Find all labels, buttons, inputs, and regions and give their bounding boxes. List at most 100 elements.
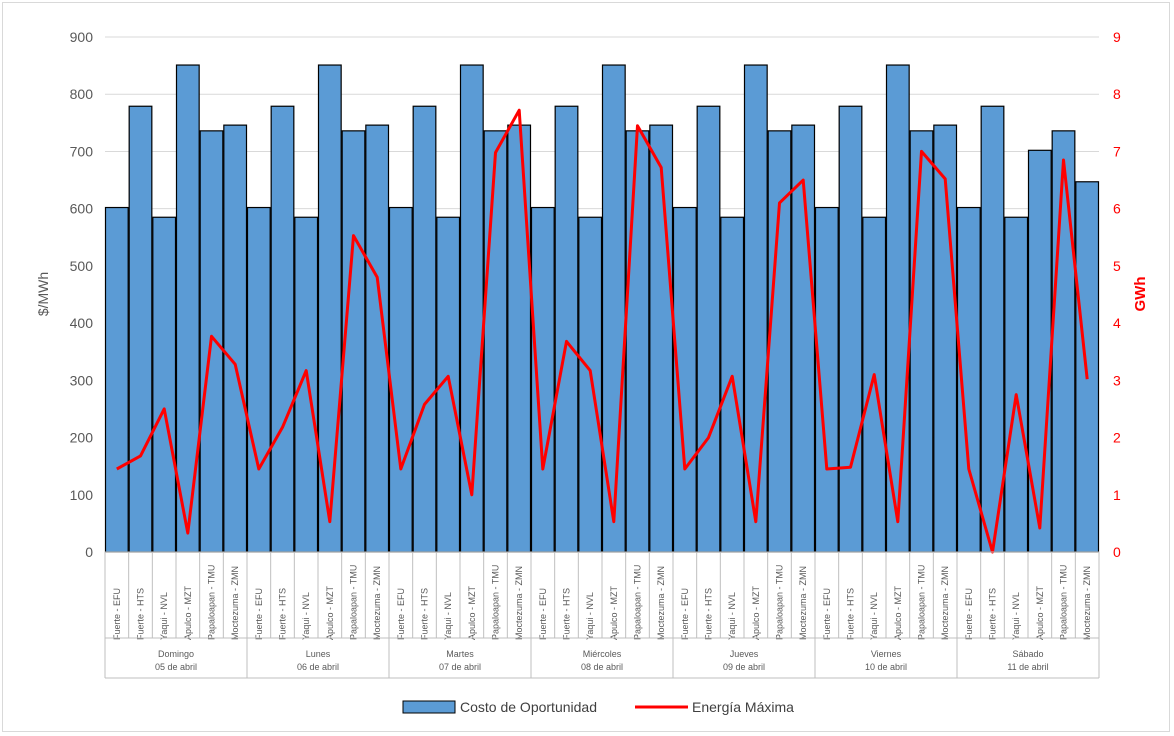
y-tick-label: 900 [70, 29, 94, 45]
category-label: Yaqui - NVL [443, 592, 453, 640]
y-tick-label: 500 [70, 258, 94, 274]
y2-tick-label: 6 [1113, 201, 1121, 217]
category-label: Papaloapan - TMU [1059, 565, 1069, 640]
bar [507, 124, 532, 553]
category-label: Fuerte - HTS [704, 588, 714, 640]
category-label: Fuerte - HTS [846, 588, 856, 640]
y2-tick-label: 8 [1113, 86, 1121, 102]
category-label: Fuerte - EFU [254, 588, 264, 640]
category-label: Fuerte - EFU [112, 588, 122, 640]
group-day-label: Miércoles [583, 649, 622, 659]
category-label: Moctezuma - ZMN [372, 566, 382, 640]
y-tick-label: 100 [70, 487, 94, 503]
line-energia-maxima [116, 108, 1089, 554]
group-day-label: Domingo [158, 649, 194, 659]
category-label: Apulco - MZT [751, 585, 761, 640]
category-label: Apulco - MZT [467, 585, 477, 640]
category-label: Yaqui - NVL [1011, 592, 1021, 640]
group-date-label: 11 de abril [1007, 662, 1048, 672]
y2-tick-label: 2 [1113, 430, 1121, 446]
category-label: Moctezuma - ZMN [514, 566, 524, 640]
bar [270, 105, 295, 553]
category-label: Moctezuma - ZMN [230, 566, 240, 640]
bar [388, 206, 413, 553]
category-label: Fuerte - EFU [538, 588, 548, 640]
bar [1004, 216, 1029, 553]
category-label: Papaloapan - TMU [917, 565, 927, 640]
bar [294, 216, 319, 553]
bar [862, 216, 887, 553]
legend: Costo de Oportunidad Energía Máxima [402, 699, 794, 715]
bar [483, 130, 508, 553]
bar [980, 105, 1005, 553]
right-axis-ticks: 0 1 2 3 4 5 6 7 8 9 [1113, 29, 1121, 560]
category-label: Fuerte - EFU [964, 588, 974, 640]
line-series [116, 108, 1089, 554]
category-label: Fuerte - HTS [562, 588, 572, 640]
category-label: Papaloapan - TMU [633, 565, 643, 640]
category-label: Apulco - MZT [183, 585, 193, 640]
category-label: Papaloapan - TMU [207, 565, 217, 640]
category-label: Fuerte - HTS [988, 588, 998, 640]
category-label: Apulco - MZT [893, 585, 903, 640]
group-date-label: 09 de abril [723, 662, 765, 672]
bar-series [104, 64, 1100, 553]
y-tick-label: 0 [85, 544, 93, 560]
y2-tick-label: 5 [1113, 258, 1121, 274]
category-label: Papaloapan - TMU [491, 565, 501, 640]
bar [152, 216, 177, 553]
group-day-label: Lunes [306, 649, 331, 659]
y2-axis-title: GWh [1132, 277, 1149, 312]
category-label: Papaloapan - TMU [775, 565, 785, 640]
bar [578, 216, 603, 553]
group-date-label: 07 de abril [439, 662, 481, 672]
legend-label-line: Energía Máxima [692, 699, 794, 715]
category-label: Moctezuma - ZMN [798, 566, 808, 640]
bar [412, 105, 437, 553]
category-label: Yaqui - NVL [301, 592, 311, 640]
legend-swatch-bar [402, 700, 456, 714]
y2-tick-label: 3 [1113, 372, 1121, 388]
bar [104, 206, 129, 553]
category-label: Yaqui - NVL [727, 592, 737, 640]
bar [246, 206, 271, 553]
y2-tick-label: 7 [1113, 143, 1121, 159]
group-date-label: 05 de abril [155, 662, 197, 672]
left-axis-ticks: 0 100 200 300 400 500 600 700 800 900 [70, 29, 94, 560]
category-label: Apulco - MZT [609, 585, 619, 640]
category-label: Fuerte - HTS [278, 588, 288, 640]
category-axis: Fuerte - EFU Fuerte - HTS Yaqui - NVL Apulc… [104, 551, 1100, 679]
bar [554, 105, 579, 553]
category-label: Yaqui - NVL [159, 592, 169, 640]
group-day-label: Viernes [871, 649, 902, 659]
bar [128, 105, 153, 553]
category-label: Fuerte - EFU [396, 588, 406, 640]
bar [223, 124, 248, 553]
category-label: Papaloapan - TMU [349, 565, 359, 640]
y2-tick-label: 1 [1113, 487, 1121, 503]
y-tick-label: 700 [70, 143, 94, 159]
bar [1051, 130, 1076, 553]
category-label: Moctezuma - ZMN [1082, 566, 1092, 640]
y-tick-label: 200 [70, 430, 94, 446]
category-label: Apulco - MZT [1035, 585, 1045, 640]
group-date-label: 10 de abril [865, 662, 907, 672]
y-axis-title: $/MWh [35, 272, 51, 316]
category-label: Yaqui - NVL [869, 592, 879, 640]
group-day-label: Sábado [1012, 649, 1043, 659]
y-tick-label: 800 [70, 86, 94, 102]
y-tick-label: 300 [70, 372, 94, 388]
category-label: Yaqui - NVL [585, 592, 595, 640]
bar [649, 124, 674, 553]
category-label: Apulco - MZT [325, 585, 335, 640]
group-date-label: 08 de abril [581, 662, 623, 672]
category-label: Fuerte - HTS [136, 588, 146, 640]
y2-tick-label: 9 [1113, 29, 1121, 45]
legend-label-bar: Costo de Oportunidad [460, 699, 597, 715]
bar [909, 130, 934, 553]
category-label: Fuerte - HTS [420, 588, 430, 640]
category-label: Moctezuma - ZMN [940, 566, 950, 640]
y-tick-label: 400 [70, 315, 94, 331]
category-label: Fuerte - EFU [822, 588, 832, 640]
